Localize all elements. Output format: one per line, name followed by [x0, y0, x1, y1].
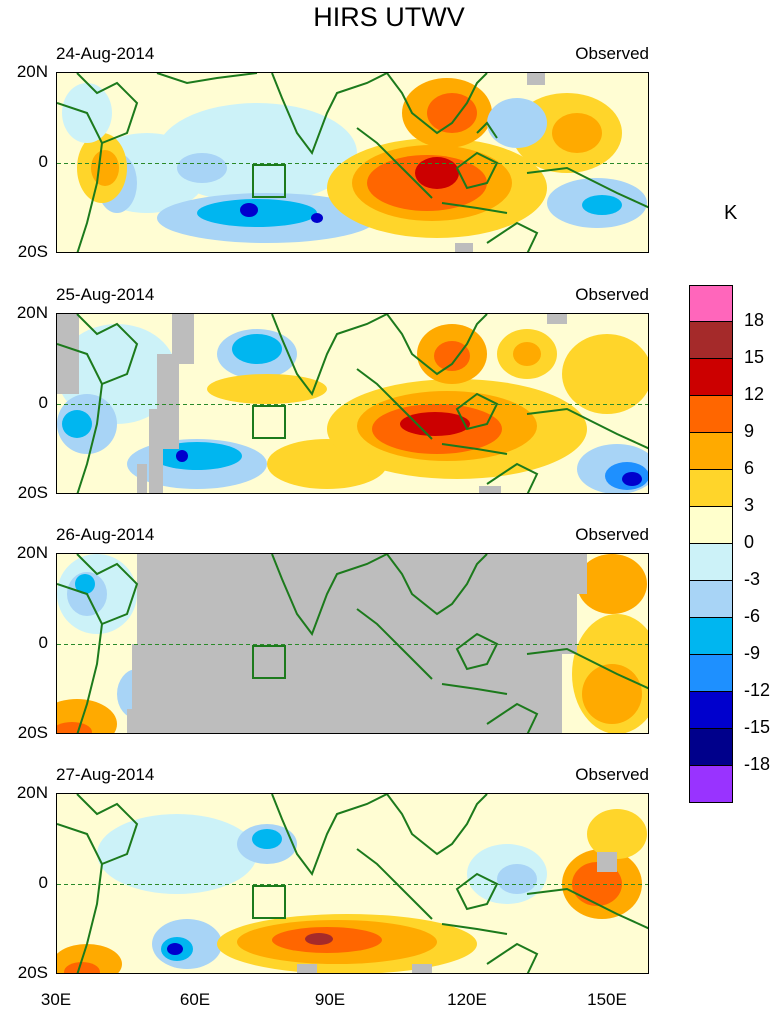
anomaly-map: [56, 553, 649, 734]
anomaly-map: [56, 793, 649, 974]
colorbar-label: 12: [744, 384, 765, 404]
colorbar-label: -18: [744, 754, 771, 774]
map-field: [57, 794, 648, 973]
colorbar-label: 15: [744, 347, 765, 367]
colorbar-box: [689, 470, 733, 507]
panel-date: 25-Aug-2014: [56, 285, 155, 304]
colorbar-box: [689, 433, 733, 470]
colorbar-box: [689, 396, 733, 433]
colorbar-label: -3: [744, 569, 761, 589]
anomaly-map: [56, 313, 649, 494]
lat-label-top: 20N: [16, 303, 48, 322]
colorbar-unit: K: [724, 202, 738, 224]
lat-label-bottom: 20S: [17, 242, 48, 261]
colorbar-label: 0: [744, 532, 755, 552]
lat-label-top: 20N: [16, 62, 48, 81]
colorbar-box: [689, 581, 733, 618]
colorbar-label: -12: [744, 680, 771, 700]
colorbar-box: [689, 729, 733, 766]
colorbar-label: 6: [744, 458, 755, 478]
lat-label-bottom: 20S: [17, 723, 48, 742]
map-panel-1: 24-Aug-2014 Observed 20N 0 20S: [17, 44, 649, 261]
panel-label: Observed: [575, 525, 649, 544]
colorbar: [689, 285, 733, 803]
lon-label-120e: 120E: [447, 990, 487, 1009]
lat-label-bottom: 20S: [17, 963, 48, 982]
colorbar-box: [689, 285, 733, 322]
lat-label-mid: 0: [38, 873, 48, 892]
lat-label-mid: 0: [38, 393, 48, 412]
colorbar-box: [689, 507, 733, 544]
lat-label-bottom: 20S: [17, 483, 48, 502]
map-panel-3: 26-Aug-2014 Observed 20N 0 20S: [17, 525, 649, 742]
panel-date: 24-Aug-2014: [56, 44, 155, 63]
colorbar-label: 18: [744, 310, 765, 330]
map-field: [57, 554, 648, 733]
colorbar-label: 9: [744, 421, 755, 441]
lon-label-90e: 90E: [314, 990, 346, 1009]
map-field: [57, 314, 648, 493]
colorbar-box: [689, 655, 733, 692]
lat-label-mid: 0: [38, 152, 48, 171]
lon-label-150e: 150E: [587, 990, 627, 1009]
colorbar-label: -9: [744, 643, 761, 663]
map-field: [57, 73, 648, 252]
map-panel-4: 27-Aug-2014 Observed 20N 0 20S: [17, 765, 649, 982]
lat-label-top: 20N: [16, 783, 48, 802]
panel-date: 26-Aug-2014: [56, 525, 155, 544]
colorbar-box: [689, 766, 733, 803]
map-panel-2: 25-Aug-2014 Observed 20N 0 20S: [17, 285, 649, 502]
panel-label: Observed: [575, 765, 649, 784]
lon-label-60e: 60E: [179, 990, 211, 1009]
lat-label-top: 20N: [16, 543, 48, 562]
colorbar-box: [689, 692, 733, 729]
colorbar-box: [689, 544, 733, 581]
figure-title: HIRS UTWV: [313, 2, 465, 32]
colorbar-box: [689, 618, 733, 655]
colorbar-label: -15: [744, 717, 771, 737]
colorbar-label: 3: [744, 495, 755, 515]
colorbar-label: -6: [744, 606, 761, 626]
panel-label: Observed: [575, 285, 649, 304]
anomaly-map: [56, 72, 649, 253]
lat-label-mid: 0: [38, 633, 48, 652]
colorbar-box: [689, 322, 733, 359]
lon-label-30e: 30E: [40, 990, 72, 1009]
colorbar-box: [689, 359, 733, 396]
panel-date: 27-Aug-2014: [56, 765, 155, 784]
panel-label: Observed: [575, 44, 649, 63]
